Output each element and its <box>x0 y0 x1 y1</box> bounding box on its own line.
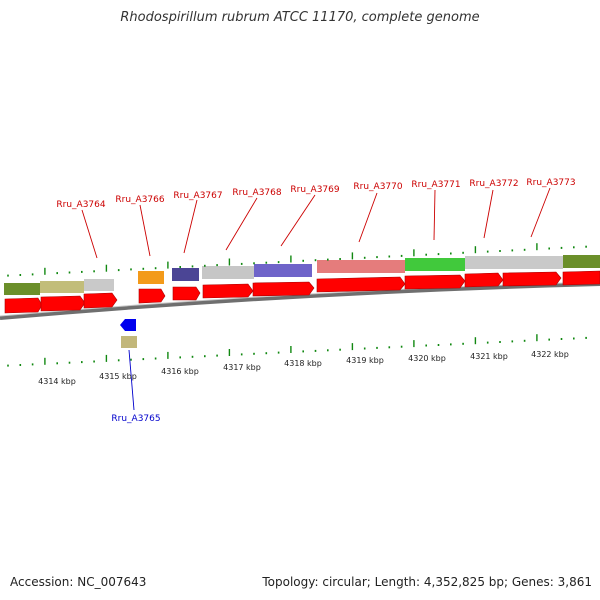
cog-bar <box>84 279 114 291</box>
kbp-label: 4320 kbp <box>408 354 446 363</box>
reverse-cds <box>120 319 137 348</box>
cds-arrow <box>83 292 118 309</box>
cds-arrow <box>316 276 406 293</box>
kbp-label: 4319 kbp <box>346 356 384 365</box>
cds-arrow <box>404 274 466 290</box>
cog-bar <box>172 268 199 281</box>
cds-arrow <box>252 281 315 297</box>
gene-label: Rru_A3766 <box>115 195 164 205</box>
cds-arrow <box>202 283 254 299</box>
forward-leader-lines <box>81 187 551 259</box>
genome-backbone <box>0 282 600 320</box>
forward-cds-arrows <box>4 270 600 314</box>
outer-tick-row <box>7 243 587 277</box>
gene-label: Rru_A3772 <box>469 179 518 189</box>
cog-bar <box>4 283 40 295</box>
cog-bar <box>40 281 84 293</box>
leader-line <box>358 192 378 243</box>
leader-line-reverse <box>128 349 135 411</box>
cog-bar <box>317 260 405 273</box>
leader-line <box>280 194 316 247</box>
kbp-label: 4315 kbp <box>99 372 137 381</box>
leader-line <box>81 209 98 259</box>
cds-arrow <box>138 288 166 304</box>
kbp-label: 4318 kbp <box>284 359 322 368</box>
cog-bar <box>405 258 465 271</box>
gene-label: Rru_A3773 <box>526 178 575 188</box>
accession-label: Accession: NC_007643 <box>10 575 147 589</box>
genome-summary: Topology: circular; Length: 4,352,825 bp… <box>262 575 592 589</box>
leader-line <box>483 189 494 239</box>
gene-label: Rru_A3767 <box>173 191 222 201</box>
cog-bar <box>563 255 600 268</box>
cds-arrow <box>502 271 562 287</box>
cog-bar-reverse <box>121 336 137 348</box>
cog-bar <box>254 264 312 277</box>
gene-label: Rru_A3769 <box>290 185 339 195</box>
gene-label: Rru_A3771 <box>411 180 460 190</box>
forward-gene-labels: Rru_A3764 Rru_A3766 Rru_A3767 Rru_A3768 … <box>56 178 575 210</box>
cds-arrow-reverse <box>120 319 136 331</box>
cog-bar <box>202 266 254 279</box>
cog-bars <box>4 255 600 295</box>
cds-arrow <box>4 297 43 314</box>
cog-bar <box>465 256 563 269</box>
map-title: Rhodospirillum rubrum ATCC 11170, comple… <box>120 10 480 25</box>
cds-arrow <box>172 286 201 301</box>
gene-label: Rru_A3770 <box>353 182 402 192</box>
kbp-label: 4317 kbp <box>223 363 261 372</box>
scale-labels: 4314 kbp 4315 kbp 4316 kbp 4317 kbp 4318… <box>38 350 569 386</box>
inner-tick-row <box>7 334 587 367</box>
kbp-label: 4316 kbp <box>161 367 199 376</box>
leader-line <box>433 189 436 241</box>
leader-line <box>183 199 198 254</box>
cog-bar <box>138 271 164 284</box>
gene-label: Rru_A3768 <box>232 188 281 198</box>
leader-line <box>530 187 551 238</box>
leader-line <box>225 197 258 251</box>
leader-line <box>139 204 151 257</box>
kbp-label: 4314 kbp <box>38 377 76 386</box>
cds-arrow <box>562 270 600 286</box>
kbp-label: 4322 kbp <box>531 350 569 359</box>
cds-arrow <box>40 295 86 312</box>
gene-label: Rru_A3764 <box>56 200 105 210</box>
gene-label-reverse: Rru_A3765 <box>111 414 160 424</box>
kbp-label: 4321 kbp <box>470 352 508 361</box>
cds-arrow <box>464 272 504 288</box>
